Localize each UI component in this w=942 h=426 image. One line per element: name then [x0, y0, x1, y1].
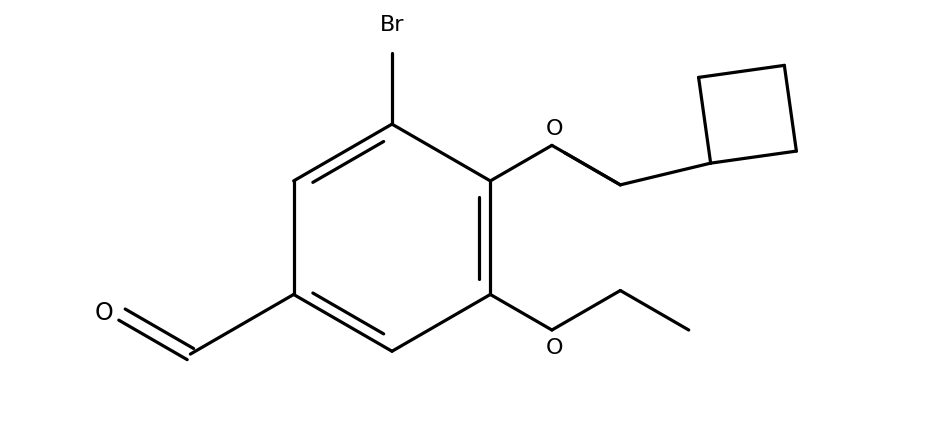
- Text: O: O: [546, 118, 563, 138]
- Text: O: O: [95, 301, 114, 325]
- Text: Br: Br: [380, 15, 404, 35]
- Text: O: O: [546, 338, 563, 358]
